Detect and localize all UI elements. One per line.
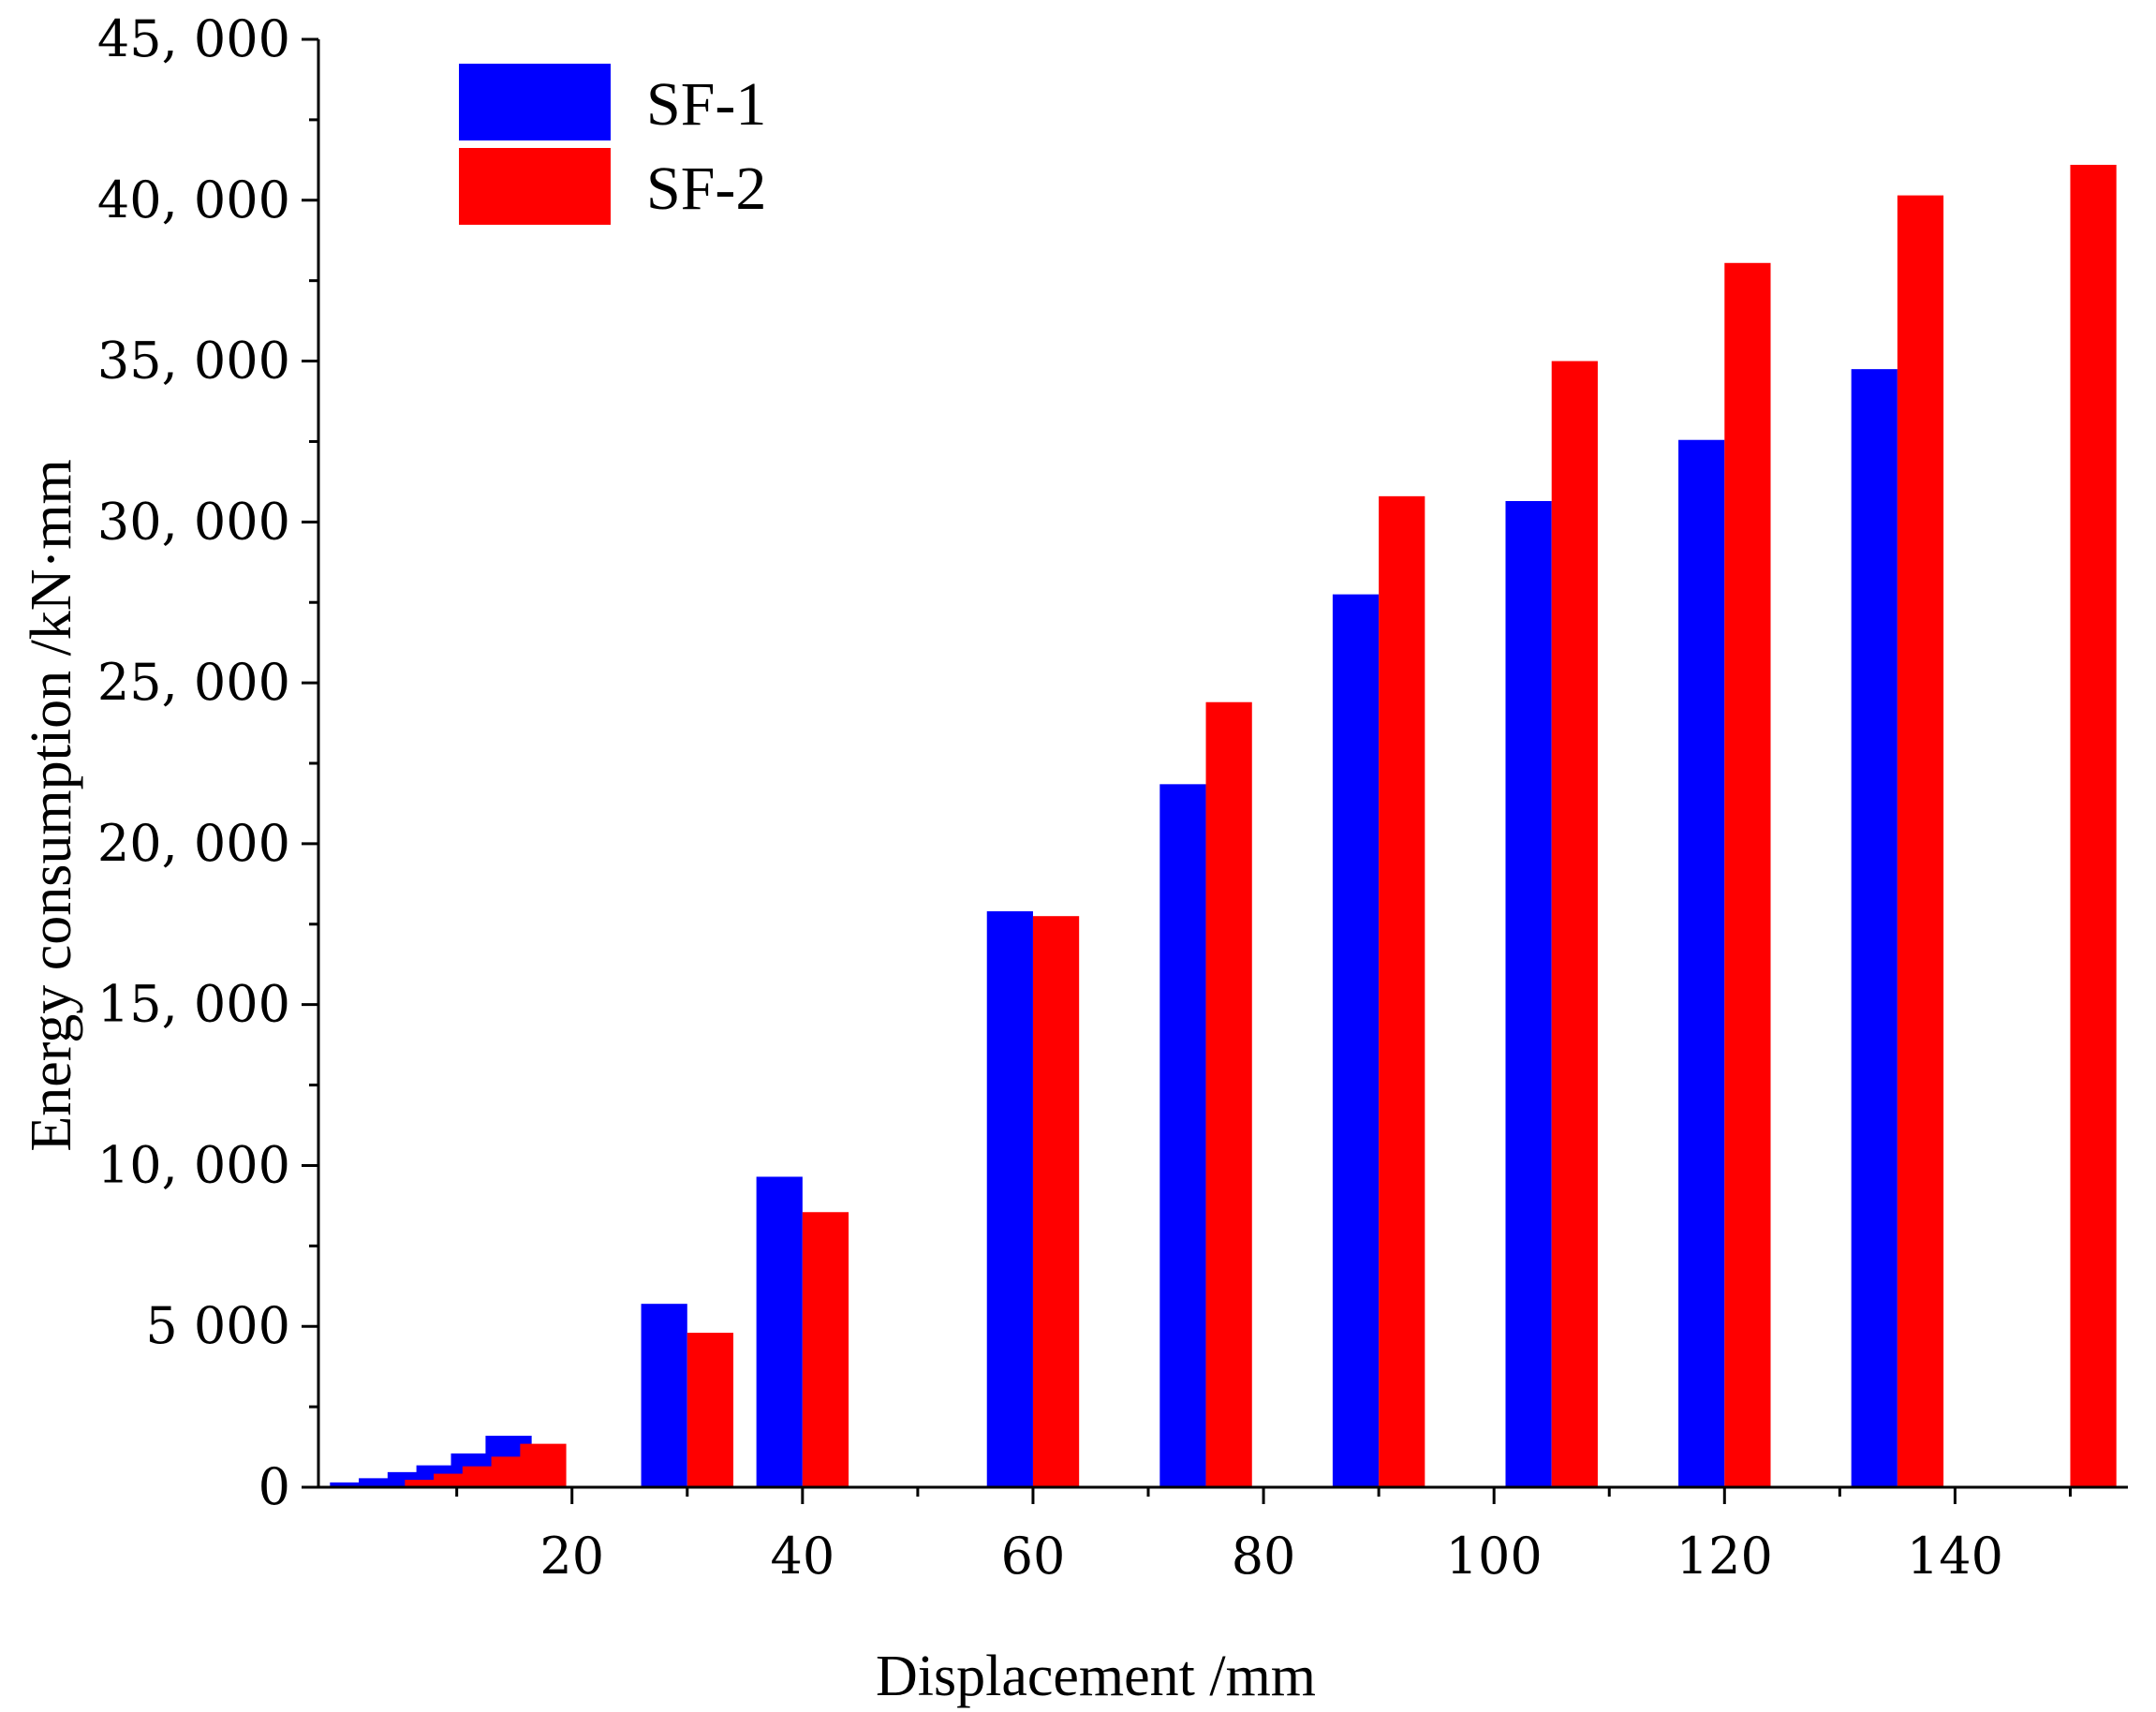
legend-swatch-sf-1 bbox=[459, 64, 611, 140]
bar-sf-1-0 bbox=[330, 1482, 377, 1487]
x-tick-label: 40 bbox=[770, 1527, 834, 1586]
x-tick-label: 100 bbox=[1446, 1527, 1543, 1586]
bar-sf-2-13 bbox=[2070, 164, 2117, 1487]
bar-sf-1-10 bbox=[1332, 594, 1380, 1487]
x-tick-label: 60 bbox=[1001, 1527, 1066, 1586]
y-tick-label: 0 bbox=[258, 1457, 290, 1516]
x-axis-title: Displacement /mm bbox=[876, 1645, 1316, 1708]
bar-sf-2-7 bbox=[1032, 916, 1080, 1487]
bar-sf-2-0 bbox=[405, 1480, 451, 1487]
bar-sf-2-10 bbox=[1551, 361, 1598, 1487]
legend: SF-1 SF-2 bbox=[459, 64, 766, 225]
y-tick-label: 10, 000 bbox=[97, 1135, 290, 1194]
y-axis-title: Energy consumption /kN·mm bbox=[20, 459, 83, 1151]
bar-sf-2-6 bbox=[802, 1212, 849, 1487]
bar-sf-2-5 bbox=[687, 1333, 734, 1487]
bar-sf-2-8 bbox=[1205, 701, 1252, 1487]
bar-sf-1-11 bbox=[1505, 501, 1552, 1487]
legend-swatch-sf-2 bbox=[459, 148, 611, 225]
bar-sf-1-7 bbox=[756, 1176, 803, 1487]
bar-sf-1-8 bbox=[986, 911, 1033, 1487]
bar-sf-1-9 bbox=[1159, 784, 1206, 1487]
bar-sf-1-12 bbox=[1678, 439, 1725, 1487]
y-tick-label: 45, 000 bbox=[97, 9, 290, 68]
bar-sf-1-13 bbox=[1851, 369, 1898, 1488]
y-tick-label: 20, 000 bbox=[97, 814, 290, 873]
bar-sf-1-6 bbox=[641, 1304, 687, 1487]
y-tick-label: 5 000 bbox=[145, 1296, 290, 1355]
y-tick-label: 40, 000 bbox=[97, 170, 290, 229]
bars-group bbox=[330, 164, 2117, 1488]
x-tick-label: 140 bbox=[1907, 1527, 2003, 1586]
y-tick-label: 35, 000 bbox=[97, 332, 290, 391]
x-tick-label: 80 bbox=[1232, 1527, 1296, 1586]
ticks-group bbox=[302, 37, 2072, 1504]
legend-label-sf-2: SF-2 bbox=[646, 155, 766, 223]
tick-labels-group: 0 5 000 10, 000 15, 000 20, 000 25, 000 30, 00… bbox=[97, 9, 2003, 1586]
bar-sf-2-11 bbox=[1724, 262, 1771, 1487]
bar-sf-2-9 bbox=[1379, 495, 1425, 1487]
x-tick-label: 20 bbox=[539, 1527, 604, 1586]
y-tick-label: 30, 000 bbox=[97, 492, 290, 551]
y-tick-label: 15, 000 bbox=[97, 975, 290, 1034]
bar-sf-1-1 bbox=[359, 1478, 406, 1487]
bar-sf-2-12 bbox=[1897, 195, 1944, 1487]
y-tick-label: 25, 000 bbox=[97, 653, 290, 712]
legend-label-sf-1: SF-1 bbox=[646, 70, 766, 139]
bar-sf-2-4 bbox=[520, 1443, 567, 1487]
x-tick-label: 120 bbox=[1676, 1527, 1773, 1586]
